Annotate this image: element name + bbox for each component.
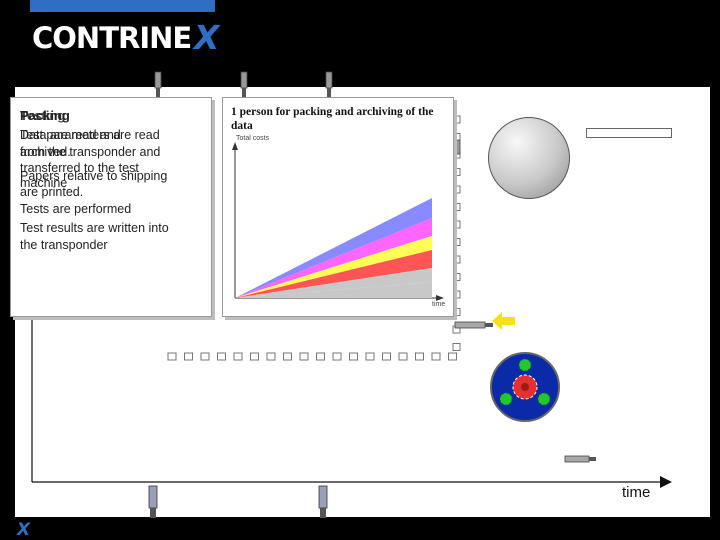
sensor-icon: [325, 71, 333, 98]
line-h: are printed.: [20, 185, 84, 199]
conveyor-slot: [452, 343, 461, 351]
chart-area-series: [235, 218, 432, 298]
line-e: transferred to the test: [20, 161, 139, 175]
logo-x-mark: X: [194, 18, 220, 57]
sensor-icons-top: [154, 71, 333, 98]
green-gear-icon: [537, 392, 551, 406]
chart-area-series: [235, 236, 432, 298]
conveyor-slot: [382, 352, 391, 361]
line-k: the transponder: [20, 238, 108, 252]
line-g: machine: [20, 176, 68, 190]
conveyor-slot: [452, 220, 461, 229]
cost-caption: 1 person for packing and archiving of th…: [231, 106, 434, 132]
conveyor-slot: [431, 352, 441, 361]
time-axis-label: time: [622, 484, 651, 501]
line-a: Data are read and: [20, 128, 121, 142]
line-b: Test parameters are read: [20, 128, 160, 142]
process-info-panel: [10, 97, 212, 317]
chart-area-layers: [235, 198, 432, 298]
panel-title-packing: Packing: [20, 108, 70, 123]
conveyor-slot: [452, 238, 461, 246]
chart-x-arrow: [436, 295, 444, 301]
yellow-arrow-icon: [492, 312, 515, 330]
gears-svg: [499, 358, 551, 406]
green-gear-icon: [499, 392, 513, 406]
conveyor-slot: [184, 352, 193, 361]
conveyor-slot: [316, 352, 325, 361]
chart-area-series: [235, 268, 432, 298]
chart-area-series: [235, 198, 432, 298]
conveyor-slot: [452, 133, 461, 141]
conveyor-slot: [349, 352, 358, 361]
contrinex-logo: CONTRINE X: [30, 18, 230, 58]
time-axis-arrowhead: [660, 476, 672, 488]
small-x-logo: X: [17, 520, 31, 540]
conveyor-slot: [365, 352, 375, 361]
chart-xlabel: time: [432, 301, 446, 308]
printer-slot: [586, 128, 672, 138]
conveyor-slot: [452, 290, 461, 299]
conveyor-slot: [452, 273, 461, 281]
conveyor-slot: [200, 352, 210, 361]
conveyor-slot: [332, 352, 342, 361]
conveyor-slot: [452, 203, 461, 211]
sensor-bottom-icon: [318, 485, 328, 518]
chart-y-arrow: [232, 142, 238, 150]
sensor-icon: [154, 71, 162, 98]
conveyor-slot: [452, 115, 461, 124]
conveyor-slot: [452, 308, 461, 316]
panel-title-testing: Testing: [20, 108, 66, 123]
conveyor-slot: [299, 352, 309, 361]
green-gear-icon: [518, 358, 532, 372]
sensor-bottom-icon: [148, 485, 158, 518]
red-gear-hub-icon: [521, 383, 529, 391]
sensor-horizontal-icon: [564, 455, 596, 463]
line-d: from the transponder and: [20, 145, 161, 159]
conveyor-slot: [217, 352, 226, 361]
conveyor-slot: [250, 352, 259, 361]
conveyor-slot: [283, 352, 292, 361]
conveyor-slot: [415, 352, 424, 361]
conveyor-slot: [233, 352, 243, 361]
logo-wordmark: CONTRINE: [32, 21, 192, 55]
line-j: Test results are written into: [20, 221, 169, 235]
line-f: Papers relative to shipping: [20, 169, 168, 183]
archive-globe-icon: [488, 117, 570, 199]
conveyor-slot: [452, 168, 461, 176]
line-i: Tests are performed: [20, 202, 132, 216]
top-accent-bar: [30, 0, 215, 12]
cost-chart: [232, 142, 444, 301]
conveyor-slot: [452, 185, 461, 194]
chart-area-series: [235, 250, 432, 298]
conveyor-slot: [266, 352, 276, 361]
conveyor-slot: [452, 255, 461, 264]
tester-sensor-icon: [453, 139, 461, 155]
chart-area-base: [235, 282, 432, 298]
sensor-icon: [240, 71, 248, 98]
line-c: archived.: [20, 145, 71, 159]
chart-ylabel: Total costs: [236, 135, 270, 142]
conveyor-slot: [448, 352, 457, 361]
sensor-horizontal-icon: [454, 321, 493, 329]
conveyor-slot: [398, 352, 408, 361]
conveyor-slots-horizontal: [167, 352, 457, 361]
conveyor-slot: [167, 352, 177, 361]
